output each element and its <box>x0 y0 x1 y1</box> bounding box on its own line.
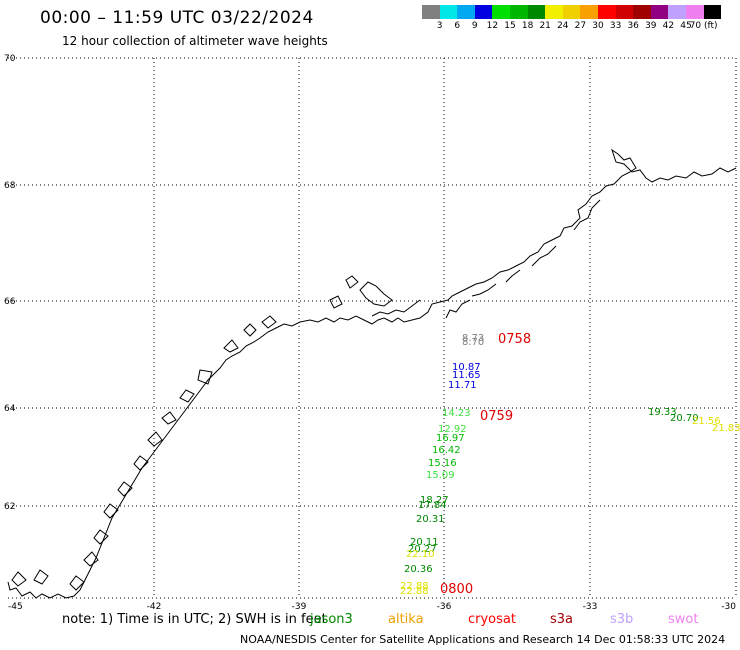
pass-time-tags: 0758 0759 0800 <box>440 332 531 597</box>
colorbar-swatch <box>492 5 510 19</box>
wave-height-label: 20.11 <box>410 537 439 548</box>
wave-height-label: 10.87 <box>452 362 481 373</box>
colorbar-swatch <box>615 5 634 19</box>
latitude-tick-label: 70 <box>4 54 16 64</box>
colorbar-swatch <box>668 5 686 19</box>
colorbar-swatch <box>580 5 598 19</box>
colorbar-swatch <box>597 5 616 19</box>
wave-height-label: 20.36 <box>404 564 433 575</box>
colorbar-label: 30 <box>592 21 604 31</box>
colorbar-label: 12 <box>486 21 499 31</box>
wave-height-label: 22.10 <box>406 549 435 560</box>
colorbar-label: 42 <box>662 21 675 31</box>
longitude-tick-label: -45 <box>8 602 23 612</box>
colorbar-legend <box>422 5 722 19</box>
wave-height-label: 21.83 <box>712 423 740 434</box>
satellite-legend-item: s3a <box>550 612 574 627</box>
wave-height-label: 16.97 <box>436 433 465 444</box>
colorbar-label: 36 <box>627 21 639 31</box>
colorbar-swatch <box>439 5 458 19</box>
colorbar-swatch <box>527 5 546 19</box>
longitude-tick-label: -30 <box>721 602 736 612</box>
wave-height-label: 16.42 <box>432 445 461 456</box>
longitude-tick-label: -42 <box>147 602 162 612</box>
colorbar-label: 9 <box>471 21 478 31</box>
satellite-legend-item: s3b <box>610 612 634 627</box>
colorbar-label: 24 <box>557 21 569 31</box>
longitude-tick-label: -39 <box>292 602 307 612</box>
colorbar-swatch <box>633 5 651 19</box>
satellite-legend-item: swot <box>668 612 699 627</box>
longitude-labels: -45 -42 -39 -36 -33 -30 <box>8 602 736 612</box>
longitude-tick-label: -36 <box>437 602 452 612</box>
colorbar-label: 33 <box>609 21 622 31</box>
footer-note: note: 1) Time is in UTC; 2) SWH is in fe… <box>62 612 327 627</box>
wave-height-label: 8.70 <box>462 337 484 348</box>
footer-credit: NOAA/NESDIS Center for Satellite Applica… <box>240 633 726 646</box>
colorbar-swatch <box>703 5 722 19</box>
colorbar-label: 21 <box>539 21 551 31</box>
wave-height-label: 20.27 <box>408 544 437 555</box>
colorbar-swatch <box>685 5 704 19</box>
colorbar-label: 39 <box>645 21 657 31</box>
colorbar-label: 6 <box>454 21 461 31</box>
wave-height-label: 21.56 <box>692 416 721 427</box>
wave-height-label: 15.16 <box>428 458 457 469</box>
colorbar-swatch <box>545 5 563 19</box>
wave-height-label: 22.88 <box>400 581 429 592</box>
colorbar-swatch <box>650 5 669 19</box>
colorbar-swatch <box>422 5 440 19</box>
page-title: 00:00 – 11:59 UTC 03/22/2024 <box>40 8 314 28</box>
wave-height-label: 20.31 <box>416 514 445 525</box>
longitude-tick-label: -33 <box>583 602 598 612</box>
wave-height-label: 19.33 <box>648 407 677 418</box>
satellite-legend-item: altika <box>388 612 424 627</box>
graticule <box>8 57 737 599</box>
page-subtitle: 12 hour collection of altimeter wave hei… <box>62 34 328 48</box>
wave-height-label: 8.73 <box>462 333 484 344</box>
colorbar-swatch <box>562 5 581 19</box>
colorbar-label: 45 <box>680 21 692 31</box>
colorbar-label: 3 <box>436 21 443 31</box>
wave-height-label: 15.09 <box>426 470 455 481</box>
pass-time-label: 0758 <box>498 332 531 347</box>
colorbar-labels: 3 6 9 12 15 18 21 24 27 30 33 36 39 42 45 70 (ft) <box>422 21 740 35</box>
wave-height-label: 11.71 <box>448 380 477 391</box>
wave-height-label: 17.84 <box>418 500 447 511</box>
wave-height-label: 20.70 <box>670 413 699 424</box>
colorbar-label: 15 <box>504 21 516 31</box>
latitude-tick-label: 66 <box>4 297 16 307</box>
wave-height-label: 14.23 <box>442 408 471 419</box>
latitude-tick-label: 64 <box>4 404 16 414</box>
colorbar-swatch <box>509 5 528 19</box>
colorbar-swatch <box>457 5 475 19</box>
pass-time-label: 0800 <box>440 582 473 597</box>
colorbar-label: 27 <box>574 21 587 31</box>
wave-height-label: 22.88 <box>400 586 429 597</box>
wave-height-label: 18.27 <box>420 495 449 506</box>
colorbar-swatch <box>474 5 493 19</box>
wave-height-label: 11.65 <box>452 370 481 381</box>
greenland-coastline <box>7 148 737 599</box>
latitude-tick-label: 62 <box>4 502 15 512</box>
wave-height-label: 12.92 <box>438 424 467 435</box>
latitude-labels: 70 68 66 64 62 <box>4 54 16 512</box>
latitude-tick-label: 68 <box>4 181 16 191</box>
colorbar-label: 70 (ft) <box>689 21 718 31</box>
colorbar-label: 18 <box>521 21 534 31</box>
greenland-coast-detail <box>11 199 601 591</box>
pass-time-label: 0759 <box>480 409 513 424</box>
satellite-legend-item: jason3 <box>310 612 353 627</box>
satellite-legend-item: cryosat <box>468 612 516 627</box>
